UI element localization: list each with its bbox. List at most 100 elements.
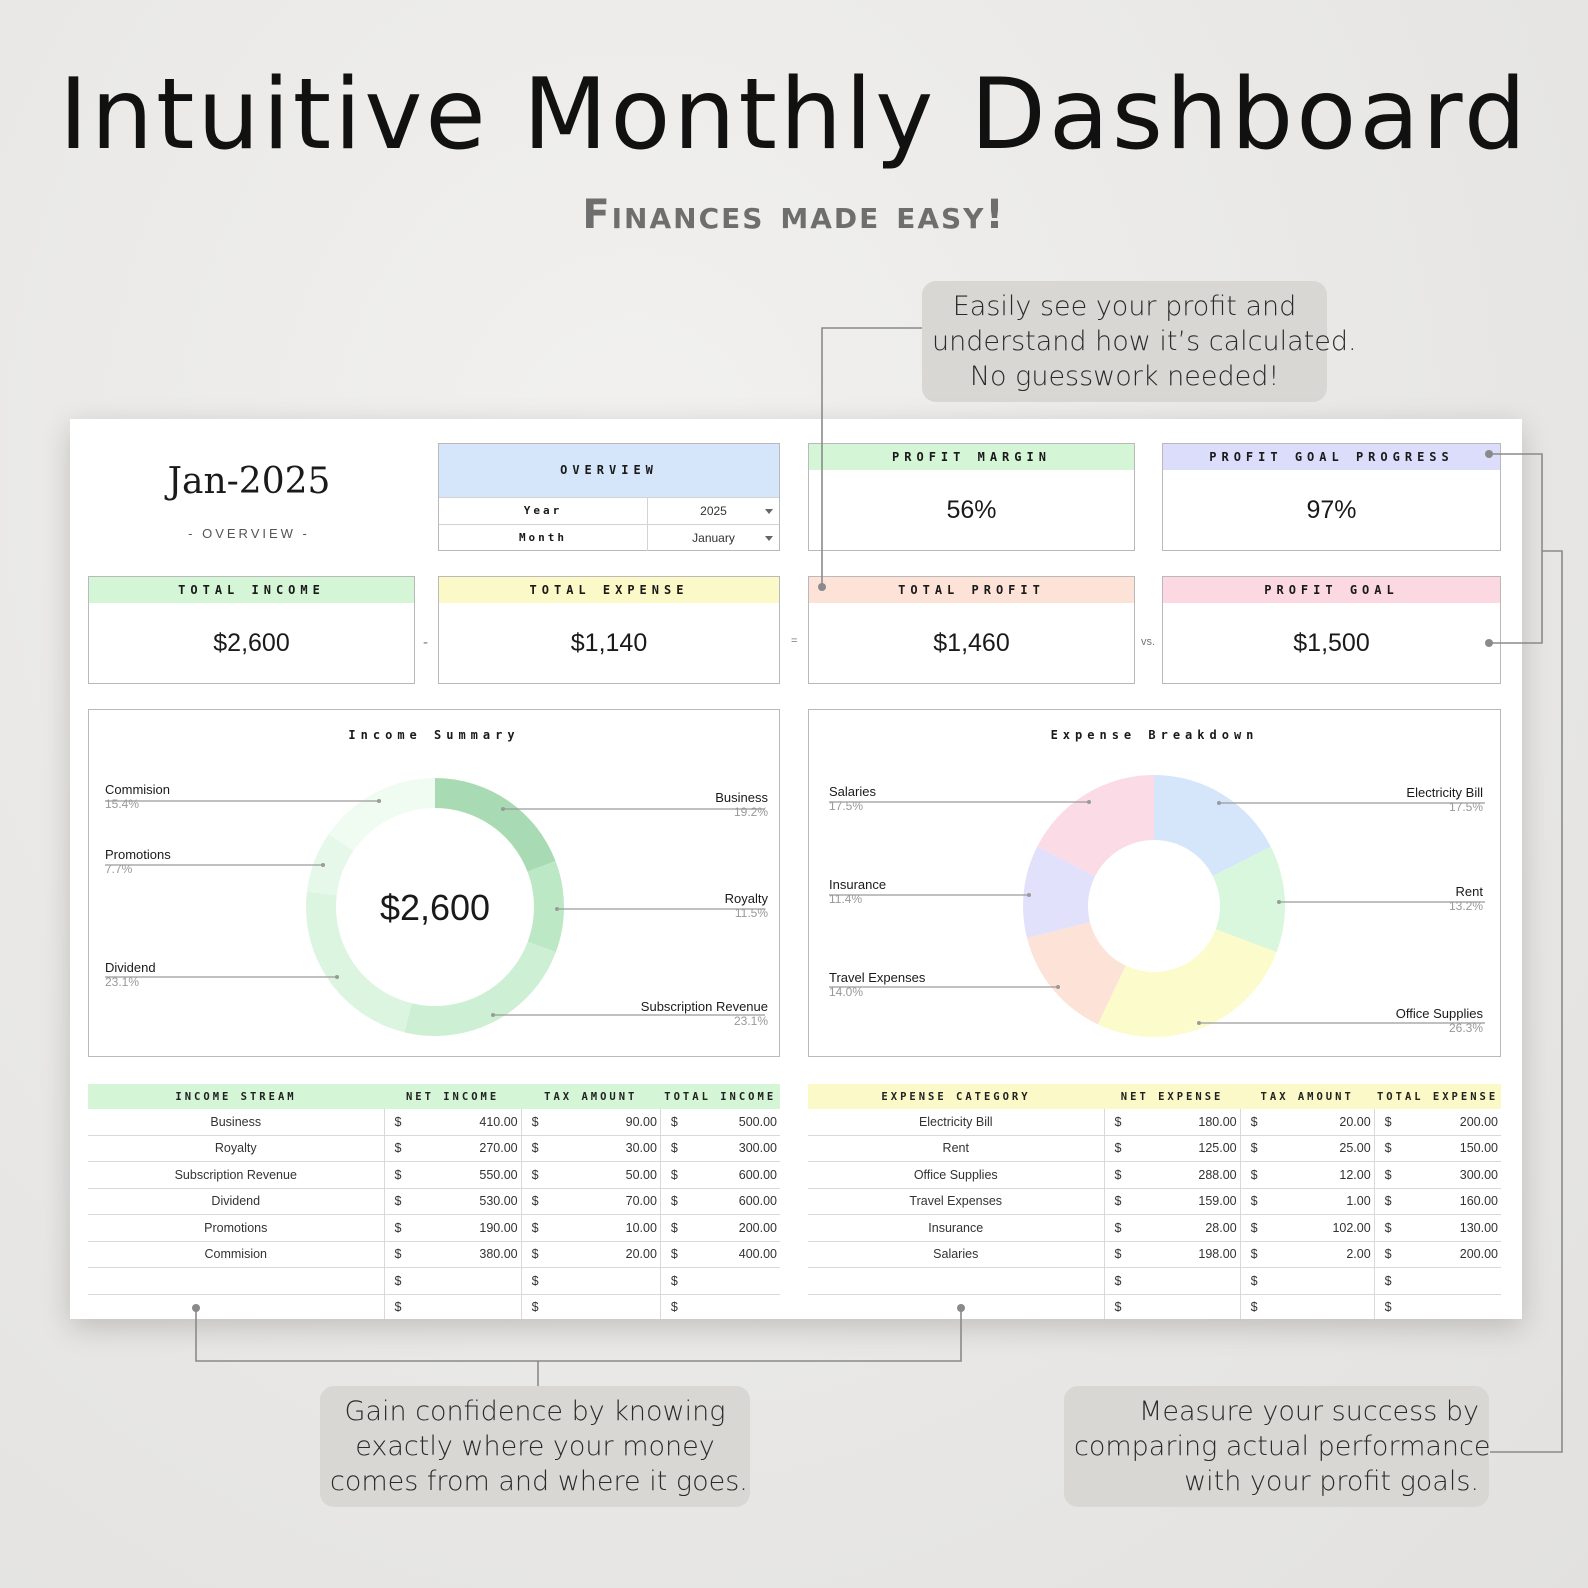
income-name-cell[interactable] [88, 1267, 385, 1295]
income-net-cell[interactable]: 270.00 [409, 1135, 522, 1162]
income-net-cell[interactable]: 530.00 [409, 1188, 522, 1215]
expense-tax-cell[interactable]: 20.00 [1265, 1109, 1375, 1136]
currency-symbol[interactable]: $ [1374, 1214, 1400, 1242]
currency-symbol[interactable]: $ [1374, 1267, 1400, 1295]
expense-net-cell[interactable] [1129, 1267, 1241, 1295]
income-name-cell[interactable]: Promotions [88, 1214, 385, 1242]
currency-symbol[interactable]: $ [521, 1214, 547, 1242]
income-net-cell[interactable]: 380.00 [409, 1241, 522, 1268]
income-net-cell[interactable]: 190.00 [409, 1214, 522, 1242]
currency-symbol[interactable]: $ [521, 1188, 547, 1215]
expense-net-cell[interactable]: 198.00 [1129, 1241, 1241, 1268]
currency-symbol[interactable]: $ [1104, 1214, 1130, 1242]
currency-symbol[interactable]: $ [660, 1294, 686, 1319]
year-select[interactable]: 2025 [648, 498, 779, 524]
expense-name-cell[interactable]: Salaries [808, 1241, 1105, 1268]
income-total-cell[interactable]: 400.00 [685, 1241, 780, 1268]
currency-symbol[interactable]: $ [1374, 1294, 1400, 1319]
expense-net-cell[interactable]: 125.00 [1129, 1135, 1241, 1162]
currency-symbol[interactable]: $ [521, 1109, 547, 1136]
currency-symbol[interactable]: $ [1104, 1241, 1130, 1268]
expense-total-cell[interactable]: 130.00 [1399, 1214, 1501, 1242]
currency-symbol[interactable]: $ [1240, 1109, 1266, 1136]
currency-symbol[interactable]: $ [660, 1214, 686, 1242]
income-name-cell[interactable]: Commision [88, 1241, 385, 1268]
income-tax-cell[interactable]: 30.00 [546, 1135, 661, 1162]
currency-symbol[interactable]: $ [521, 1267, 547, 1295]
chevron-down-icon[interactable] [765, 536, 773, 541]
currency-symbol[interactable]: $ [384, 1188, 410, 1215]
expense-tax-cell[interactable]: 25.00 [1265, 1135, 1375, 1162]
expense-name-cell[interactable]: Office Supplies [808, 1161, 1105, 1189]
currency-symbol[interactable]: $ [384, 1135, 410, 1162]
expense-net-cell[interactable]: 288.00 [1129, 1161, 1241, 1189]
currency-symbol[interactable]: $ [521, 1241, 547, 1268]
currency-symbol[interactable]: $ [1374, 1161, 1400, 1189]
expense-tax-cell[interactable] [1265, 1294, 1375, 1319]
income-net-cell[interactable] [409, 1267, 522, 1295]
currency-symbol[interactable]: $ [660, 1241, 686, 1268]
income-tax-cell[interactable]: 90.00 [546, 1109, 661, 1136]
expense-net-cell[interactable]: 28.00 [1129, 1214, 1241, 1242]
income-name-cell[interactable]: Dividend [88, 1188, 385, 1215]
currency-symbol[interactable]: $ [1104, 1294, 1130, 1319]
currency-symbol[interactable]: $ [1374, 1109, 1400, 1136]
expense-tax-cell[interactable]: 102.00 [1265, 1214, 1375, 1242]
month-select[interactable]: January [648, 525, 779, 551]
currency-symbol[interactable]: $ [1240, 1294, 1266, 1319]
currency-symbol[interactable]: $ [1240, 1161, 1266, 1189]
currency-symbol[interactable]: $ [660, 1267, 686, 1295]
currency-symbol[interactable]: $ [384, 1294, 410, 1319]
expense-name-cell[interactable]: Rent [808, 1135, 1105, 1162]
income-total-cell[interactable]: 600.00 [685, 1188, 780, 1215]
expense-name-cell[interactable]: Travel Expenses [808, 1188, 1105, 1215]
currency-symbol[interactable]: $ [1374, 1188, 1400, 1215]
currency-symbol[interactable]: $ [384, 1161, 410, 1189]
income-tax-cell[interactable] [546, 1294, 661, 1319]
currency-symbol[interactable]: $ [384, 1214, 410, 1242]
expense-total-cell[interactable]: 300.00 [1399, 1161, 1501, 1189]
currency-symbol[interactable]: $ [521, 1294, 547, 1319]
expense-tax-cell[interactable] [1265, 1267, 1375, 1295]
income-total-cell[interactable]: 500.00 [685, 1109, 780, 1136]
expense-tax-cell[interactable]: 1.00 [1265, 1188, 1375, 1215]
currency-symbol[interactable]: $ [660, 1161, 686, 1189]
currency-symbol[interactable]: $ [660, 1109, 686, 1136]
income-total-cell[interactable] [685, 1294, 780, 1319]
income-name-cell[interactable]: Subscription Revenue [88, 1161, 385, 1189]
currency-symbol[interactable]: $ [1240, 1214, 1266, 1242]
expense-total-cell[interactable]: 150.00 [1399, 1135, 1501, 1162]
expense-net-cell[interactable] [1129, 1294, 1241, 1319]
income-total-cell[interactable]: 200.00 [685, 1214, 780, 1242]
income-net-cell[interactable]: 550.00 [409, 1161, 522, 1189]
currency-symbol[interactable]: $ [1104, 1267, 1130, 1295]
income-name-cell[interactable]: Business [88, 1109, 385, 1136]
income-name-cell[interactable]: Royalty [88, 1135, 385, 1162]
currency-symbol[interactable]: $ [1104, 1109, 1130, 1136]
income-total-cell[interactable]: 300.00 [685, 1135, 780, 1162]
income-total-cell[interactable]: 600.00 [685, 1161, 780, 1189]
expense-total-cell[interactable]: 200.00 [1399, 1241, 1501, 1268]
income-net-cell[interactable]: 410.00 [409, 1109, 522, 1136]
chevron-down-icon[interactable] [765, 509, 773, 514]
currency-symbol[interactable]: $ [521, 1161, 547, 1189]
income-tax-cell[interactable]: 10.00 [546, 1214, 661, 1242]
currency-symbol[interactable]: $ [1104, 1161, 1130, 1189]
currency-symbol[interactable]: $ [1240, 1188, 1266, 1215]
income-tax-cell[interactable]: 70.00 [546, 1188, 661, 1215]
expense-name-cell[interactable] [808, 1294, 1105, 1319]
currency-symbol[interactable]: $ [1240, 1267, 1266, 1295]
income-tax-cell[interactable]: 50.00 [546, 1161, 661, 1189]
currency-symbol[interactable]: $ [1104, 1135, 1130, 1162]
currency-symbol[interactable]: $ [660, 1135, 686, 1162]
expense-tax-cell[interactable]: 2.00 [1265, 1241, 1375, 1268]
currency-symbol[interactable]: $ [1240, 1241, 1266, 1268]
currency-symbol[interactable]: $ [1374, 1241, 1400, 1268]
income-tax-cell[interactable] [546, 1267, 661, 1295]
currency-symbol[interactable]: $ [384, 1241, 410, 1268]
currency-symbol[interactable]: $ [384, 1267, 410, 1295]
expense-total-cell[interactable] [1399, 1294, 1501, 1319]
currency-symbol[interactable]: $ [1374, 1135, 1400, 1162]
expense-total-cell[interactable]: 200.00 [1399, 1109, 1501, 1136]
expense-total-cell[interactable]: 160.00 [1399, 1188, 1501, 1215]
